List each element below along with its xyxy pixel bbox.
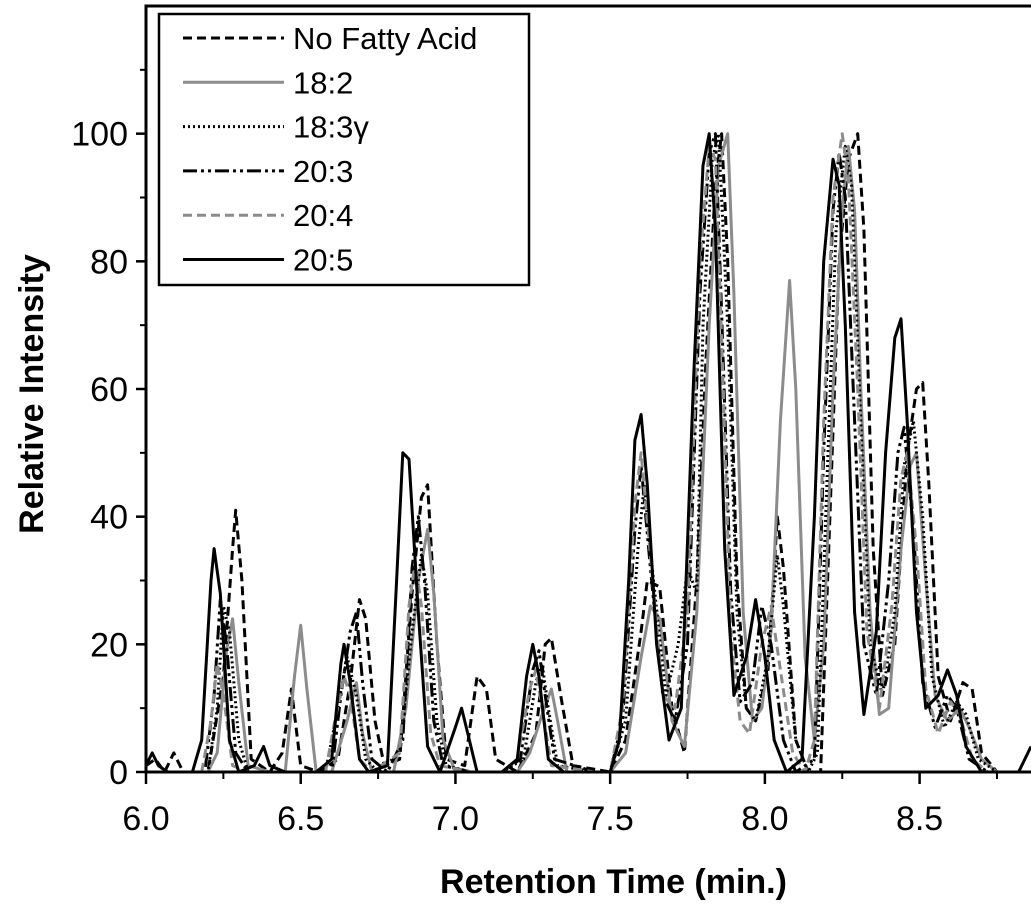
legend-label: 18:3γ [293, 110, 369, 145]
x-axis-title: Retention Time (min.) [440, 863, 787, 901]
x-tick-label: 8.0 [741, 800, 788, 838]
y-tick-label: 80 [90, 243, 128, 281]
axes: 0 20 40 60 80 100 6.0 6.5 7.0 7.5 8.0 8.5 Retention … [13, 4, 1031, 901]
legend-label: 20:3 [293, 154, 353, 189]
x-tick-label: 6.0 [122, 800, 169, 838]
y-tick-label: 40 [90, 499, 128, 537]
legend-label: 20:4 [293, 198, 353, 233]
series-line-0 [146, 132, 1031, 772]
series-lines [146, 132, 1031, 772]
series-line-5 [146, 132, 1031, 772]
series-line-3 [146, 132, 1031, 772]
legend: No Fatty Acid 18:2 18:3γ 20:3 20:4 20:5 [157, 12, 531, 287]
y-axis-title: Relative Intensity [13, 254, 51, 534]
legend-label: 20:5 [293, 243, 353, 278]
legend-label: No Fatty Acid [293, 21, 477, 56]
y-tick-label: 20 [90, 626, 128, 664]
y-tick-label: 60 [90, 371, 128, 409]
series-line-4 [146, 132, 1031, 772]
y-tick-label: 0 [109, 754, 128, 792]
legend-label: 18:2 [293, 65, 353, 100]
y-tick-label: 100 [71, 116, 128, 154]
x-tick-label: 6.5 [277, 800, 324, 838]
x-tick-label: 8.5 [896, 800, 943, 838]
x-tick-label: 7.5 [587, 800, 634, 838]
legend-box [157, 12, 531, 287]
x-tick-label: 7.0 [432, 800, 479, 838]
